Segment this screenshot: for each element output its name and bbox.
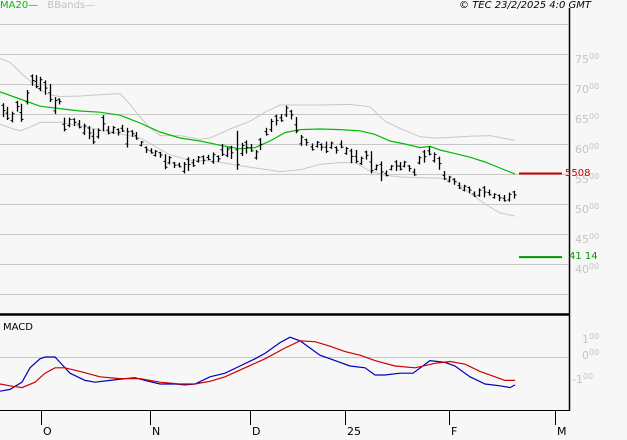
legend-bbands: BBands— bbox=[47, 0, 96, 11]
x-axis-label: O bbox=[43, 425, 52, 438]
chart-frame bbox=[0, 8, 571, 425]
macd-label: -100 bbox=[572, 372, 594, 386]
x-axis-label: F bbox=[451, 425, 458, 438]
support-label: 41 14 bbox=[569, 251, 598, 263]
price-label: 5500 bbox=[575, 172, 600, 186]
ma20-line bbox=[0, 91, 516, 175]
macd-title: MACD bbox=[3, 322, 33, 333]
macd-label: 100 bbox=[582, 332, 600, 346]
legend-ma20: MA20— bbox=[0, 0, 39, 11]
price-label: 7000 bbox=[575, 82, 600, 96]
price-label: 4500 bbox=[575, 232, 600, 246]
resistance-label: 5508 bbox=[565, 167, 591, 179]
price-label: 5000 bbox=[575, 202, 600, 216]
ohlc-bars bbox=[1, 74, 517, 202]
price-label: 6500 bbox=[575, 112, 600, 126]
legend: MA20— BBands— bbox=[0, 0, 95, 11]
macd-lines bbox=[0, 336, 516, 392]
x-axis-label: 25 bbox=[347, 425, 361, 438]
bollinger-bands bbox=[0, 57, 516, 217]
copyright-text: © TEC 23/2/2025 4:0 GMT bbox=[459, 0, 591, 11]
x-axis-label: M bbox=[557, 425, 567, 438]
price-gridlines bbox=[0, 24, 568, 358]
level-lines bbox=[519, 172, 562, 259]
price-label: 6000 bbox=[575, 142, 600, 156]
price-label: 4000 bbox=[575, 262, 600, 276]
x-axis-label: D bbox=[252, 425, 261, 438]
price-label: 7500 bbox=[575, 52, 600, 66]
x-axis-label: N bbox=[152, 425, 161, 438]
macd-label: 000 bbox=[582, 348, 600, 362]
